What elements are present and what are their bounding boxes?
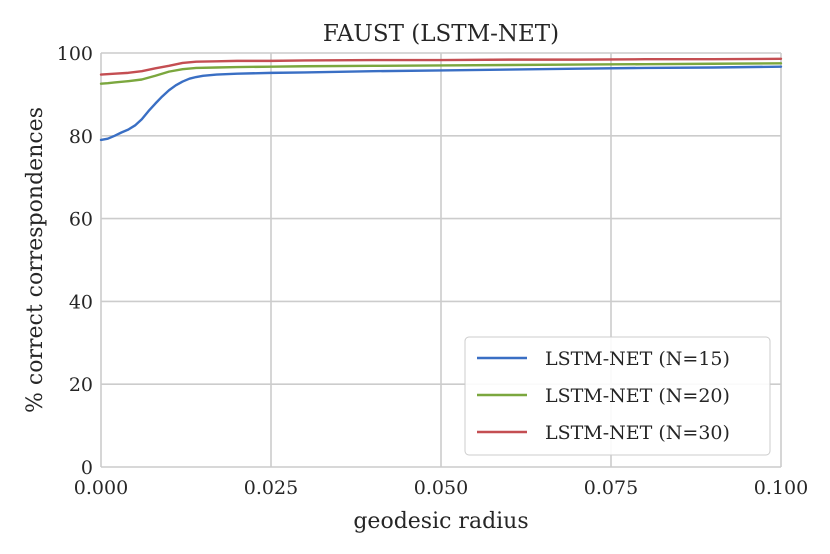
chart-title: FAUST (LSTM-NET)	[323, 21, 559, 47]
x-tick-label: 0.050	[414, 477, 468, 499]
x-tick-label: 0.000	[74, 477, 128, 499]
x-tick-label: 0.075	[584, 477, 638, 499]
legend-label: LSTM-NET (N=20)	[545, 385, 730, 407]
y-tick-label: 100	[57, 43, 93, 65]
axes: 0.000 0.025 0.050 0.075 0.100 0 20 40 60 80 100	[57, 43, 808, 499]
y-tick-label: 20	[69, 374, 93, 396]
y-tick-label: 0	[81, 457, 93, 479]
x-axis-label: geodesic radius	[353, 509, 528, 534]
legend-label: LSTM-NET (N=15)	[545, 348, 730, 370]
x-tick-label: 0.025	[244, 477, 298, 499]
y-axis-label: % correct correspondences	[23, 107, 48, 413]
y-tick-label: 40	[69, 291, 93, 313]
x-tick-label: 0.100	[754, 477, 808, 499]
legend-box	[464, 336, 771, 456]
series-line-1	[99, 65, 783, 142]
series-line-3	[99, 57, 783, 76]
grid-lines	[100, 52, 782, 468]
legend: LSTM-NET (N=15) LSTM-NET (N=20) LSTM-NET (…	[464, 336, 771, 456]
series-line-2	[99, 62, 783, 85]
legend-label: LSTM-NET (N=30)	[545, 422, 730, 444]
series-lines	[99, 57, 783, 142]
y-tick-label: 60	[69, 209, 93, 231]
y-tick-label: 80	[69, 126, 93, 148]
